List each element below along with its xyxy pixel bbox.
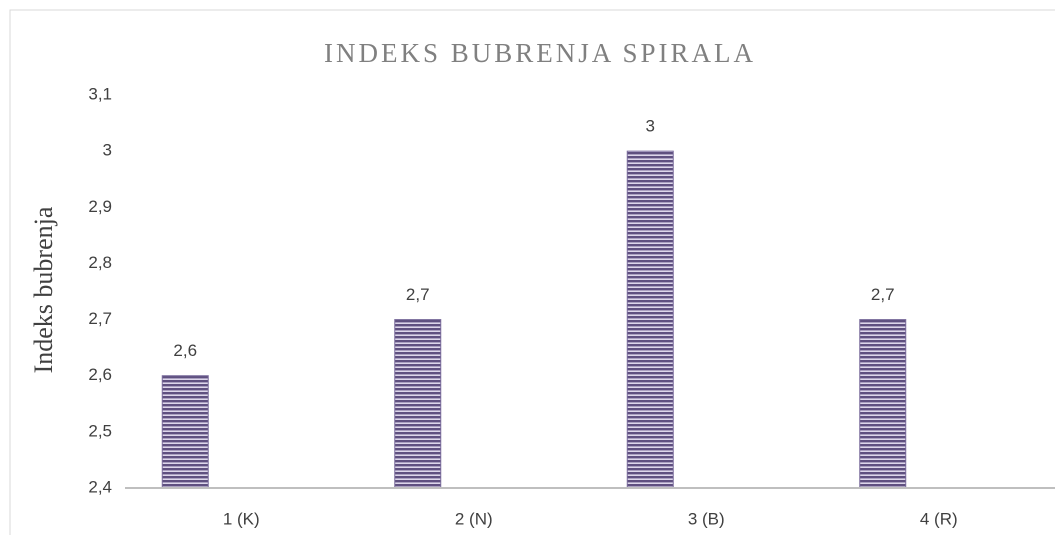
data-label: 2,7 xyxy=(406,285,430,304)
x-tick-label: 4 (R) xyxy=(920,509,958,528)
data-label: 2,7 xyxy=(871,285,895,304)
y-tick-label: 3,1 xyxy=(88,84,112,103)
chart-title: INDEKS BUBRENJA SPIRALA xyxy=(324,38,756,68)
data-label: 3 xyxy=(646,117,655,136)
bar xyxy=(394,319,442,489)
y-tick-label: 3 xyxy=(103,141,112,160)
y-axis-label: Indeks bubrenja xyxy=(29,206,58,373)
x-tick-label: 2 (N) xyxy=(455,509,493,528)
y-tick-label: 2,8 xyxy=(88,253,112,272)
y-tick-label: 2,9 xyxy=(88,197,112,216)
bar xyxy=(626,150,674,489)
y-tick-label: 2,6 xyxy=(88,365,112,384)
data-label: 2,6 xyxy=(173,341,197,360)
x-tick-label: 1 (K) xyxy=(223,509,260,528)
y-tick-label: 2,5 xyxy=(88,421,112,440)
y-tick-label: 2,4 xyxy=(88,477,112,496)
chart-border xyxy=(9,9,1055,535)
bar xyxy=(859,319,907,489)
x-tick-label: 3 (B) xyxy=(688,509,725,528)
y-tick-label: 2,7 xyxy=(88,309,112,328)
bar xyxy=(161,375,209,489)
